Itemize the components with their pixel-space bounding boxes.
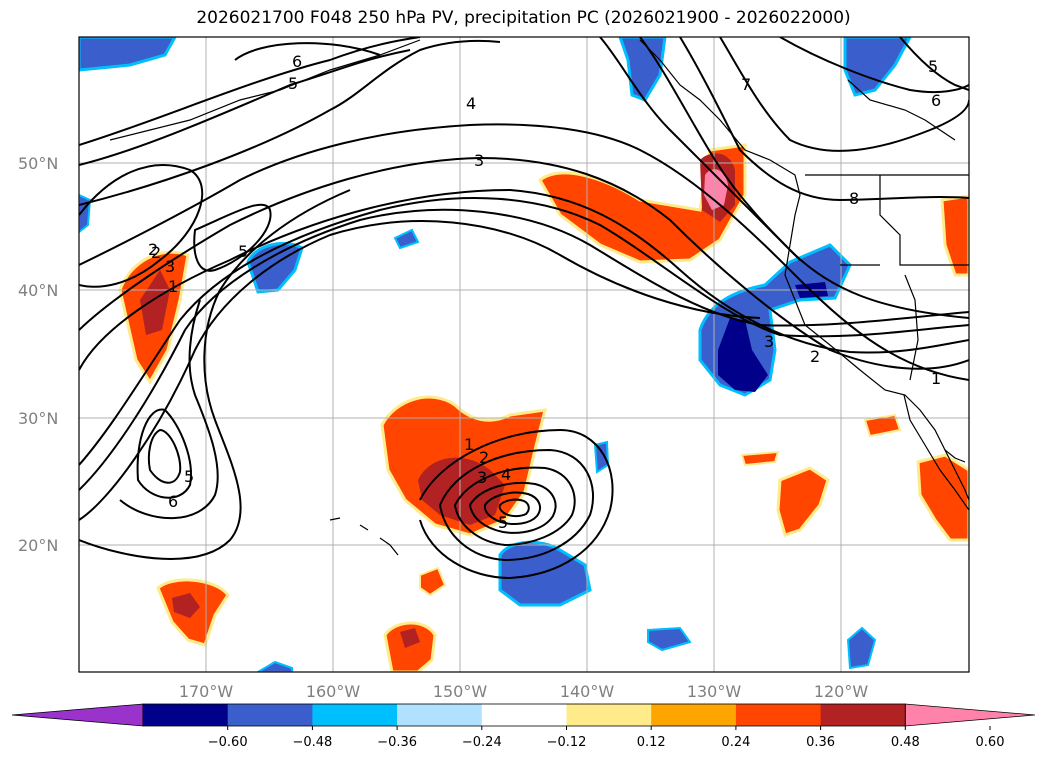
lat-label: 40°N (18, 281, 58, 300)
lat-label: 50°N (18, 154, 58, 173)
colorbar-segment (227, 704, 313, 726)
precip-patch (740, 450, 780, 467)
contour-label: 6 (292, 52, 302, 71)
precip-patch (79, 37, 177, 72)
precip-patch (863, 413, 902, 438)
contour-label: 3 (477, 468, 487, 487)
precip-patch (400, 628, 420, 648)
lon-label: 140°W (560, 682, 615, 701)
contour-label: 7 (741, 75, 751, 94)
colorbar-tick-label: −0.12 (547, 735, 587, 750)
colorbar-tick-label: 0.36 (806, 735, 835, 750)
contour-label: 6 (168, 492, 178, 511)
colorbar-segment (651, 704, 737, 726)
contour-label: 4 (501, 465, 511, 484)
colorbar-segment (820, 704, 906, 726)
latitude-labels: 50°N 40°N 30°N 20°N (18, 154, 58, 555)
precip-patch (383, 621, 437, 672)
precip-patch (843, 37, 912, 97)
pv-contours (79, 37, 969, 580)
colorbar-extend-low (11, 703, 144, 727)
contour-label: 1 (168, 277, 178, 296)
lat-label: 30°N (18, 409, 58, 428)
colorbar-tick-label: 0.48 (891, 735, 920, 750)
colorbar-outline (142, 703, 906, 727)
colorbar-segment (312, 704, 398, 726)
contour-label: 5 (184, 467, 194, 486)
precip-patch (647, 626, 692, 652)
lon-label: 170°W (179, 682, 234, 701)
colorbar-extend-high (904, 703, 1036, 727)
lat-label: 20°N (18, 536, 58, 555)
contour-label: 2 (810, 347, 820, 366)
precip-patch (718, 318, 768, 392)
precip-patch (776, 466, 830, 537)
contour-label: 3 (764, 332, 774, 351)
gridlines (79, 37, 969, 672)
colorbar-segment (735, 704, 822, 726)
colorbar-tick-label: −0.36 (377, 735, 417, 750)
contour-label: 2 (479, 448, 489, 467)
colorbar-tick-label: 0.12 (637, 735, 666, 750)
contour-label: 2 (151, 243, 161, 262)
lon-label: 130°W (687, 682, 742, 701)
contour-label: 4 (466, 94, 476, 113)
contour-label: 5 (238, 242, 248, 261)
precip-patch (940, 194, 969, 277)
contour-label: 5 (498, 513, 508, 532)
contour-label: 1 (931, 369, 941, 388)
lon-label: 150°W (433, 682, 488, 701)
contour-labels: 6 5 4 3 2 1 8 7 6 5 5 3 2 1 2 3 4 5 1 2 … (148, 52, 941, 532)
colorbar-segment (397, 704, 483, 726)
contour-label: 1 (464, 435, 474, 454)
colorbar-segment (481, 704, 567, 726)
colorbar-segment (566, 704, 652, 726)
precip-patch (140, 270, 170, 335)
contour-label: 8 (849, 189, 859, 208)
colorbar-tick-label: 0.24 (721, 735, 750, 750)
precip-patch (393, 228, 420, 250)
contour-label: 3 (474, 151, 484, 170)
lon-label: 160°W (306, 682, 361, 701)
longitude-labels: 170°W 160°W 150°W 140°W 130°W 120°W (179, 682, 869, 701)
colorbar-tick-label: 0.60 (976, 735, 1005, 750)
precip-patch (419, 566, 447, 597)
chart-title: 2026021700 F048 250 hPa PV, precipitatio… (196, 8, 851, 28)
precip-patch (846, 626, 877, 670)
lon-label: 120°W (814, 682, 869, 701)
colorbar-tick-label: −0.48 (292, 735, 332, 750)
precip-patch (172, 593, 200, 618)
colorbar: −0.60 −0.48 −0.36 −0.24 −0.12 0.12 0.24 0.36 0.4… (11, 703, 1036, 750)
colorbar-segment (143, 704, 229, 726)
contour-label: 5 (928, 57, 938, 76)
precip-patch (704, 169, 728, 210)
precip-shading (79, 37, 969, 672)
colorbar-tick-label: −0.60 (208, 735, 248, 750)
precip-patch (256, 660, 293, 672)
contour-label: 6 (931, 91, 941, 110)
coastlines (109, 39, 969, 556)
colorbar-tick-label: −0.24 (462, 735, 502, 750)
contour-label: 5 (288, 74, 298, 93)
map-frame (78, 36, 970, 673)
contour-label: 3 (165, 257, 175, 276)
contour-label: 2 (148, 240, 158, 259)
